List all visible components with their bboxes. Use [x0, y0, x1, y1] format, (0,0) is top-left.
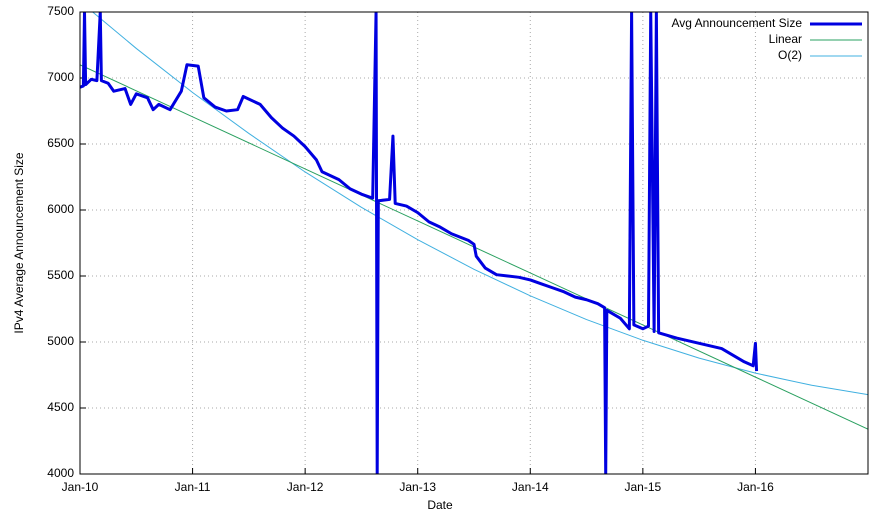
x-tick-label: Jan-12 — [287, 480, 324, 494]
line-series — [80, 12, 759, 474]
x-axis-label: Date — [427, 498, 453, 512]
legend-label: Linear — [769, 32, 802, 46]
x-tick-label: Jan-14 — [512, 480, 549, 494]
y-tick-label: 6500 — [47, 136, 74, 150]
x-tick-label: Jan-15 — [625, 480, 662, 494]
y-tick-label: 7000 — [47, 70, 74, 84]
x-tick-label: Jan-13 — [399, 480, 436, 494]
y-tick-label: 5500 — [47, 268, 74, 282]
y-tick-label: 5000 — [47, 334, 74, 348]
y-tick-label: 7500 — [47, 4, 74, 18]
line-series — [91, 12, 868, 396]
x-tick-label: Jan-10 — [62, 480, 99, 494]
y-tick-label: 4500 — [47, 400, 74, 414]
y-axis-label: IPv4 Average Announcement Size — [12, 152, 26, 334]
plot-area — [80, 12, 868, 474]
y-tick-label: 4000 — [47, 466, 74, 480]
x-tick-label: Jan-11 — [175, 480, 211, 494]
y-tick-label: 6000 — [47, 202, 74, 216]
x-tick-label: Jan-16 — [737, 480, 774, 494]
plot-frame — [79, 11, 869, 475]
legend-label: Avg Announcement Size — [671, 16, 802, 30]
legend-label: O(2) — [778, 48, 802, 62]
